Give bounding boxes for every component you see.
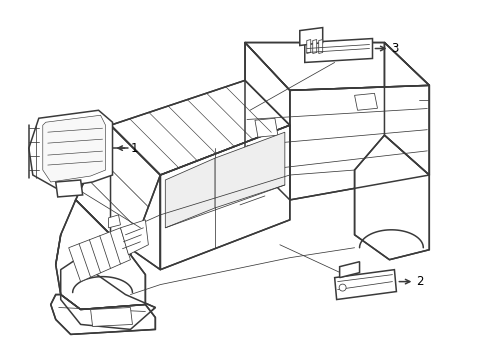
Polygon shape (111, 80, 290, 175)
Polygon shape (245, 42, 429, 90)
Polygon shape (355, 135, 429, 260)
Polygon shape (165, 158, 215, 228)
Polygon shape (61, 260, 155, 329)
Polygon shape (255, 118, 278, 137)
Polygon shape (335, 270, 396, 300)
Polygon shape (111, 125, 160, 270)
Polygon shape (56, 200, 146, 310)
Polygon shape (75, 125, 160, 255)
Polygon shape (121, 220, 148, 255)
Polygon shape (385, 42, 429, 175)
Polygon shape (91, 307, 132, 327)
Text: 3: 3 (392, 42, 399, 55)
Polygon shape (160, 125, 290, 270)
Polygon shape (29, 110, 113, 188)
Polygon shape (43, 115, 105, 182)
Text: 2: 2 (416, 275, 424, 288)
Polygon shape (355, 93, 377, 110)
Polygon shape (215, 132, 285, 208)
Polygon shape (340, 262, 360, 278)
Polygon shape (75, 200, 130, 294)
Polygon shape (69, 228, 130, 282)
Polygon shape (51, 294, 155, 334)
Text: 1: 1 (130, 141, 138, 155)
Polygon shape (305, 39, 372, 62)
Polygon shape (290, 85, 429, 200)
Polygon shape (245, 42, 290, 200)
Circle shape (339, 284, 346, 291)
Polygon shape (313, 40, 317, 54)
Polygon shape (108, 215, 121, 228)
Polygon shape (307, 40, 311, 54)
Polygon shape (300, 28, 323, 45)
Polygon shape (56, 180, 83, 197)
Polygon shape (318, 40, 323, 54)
